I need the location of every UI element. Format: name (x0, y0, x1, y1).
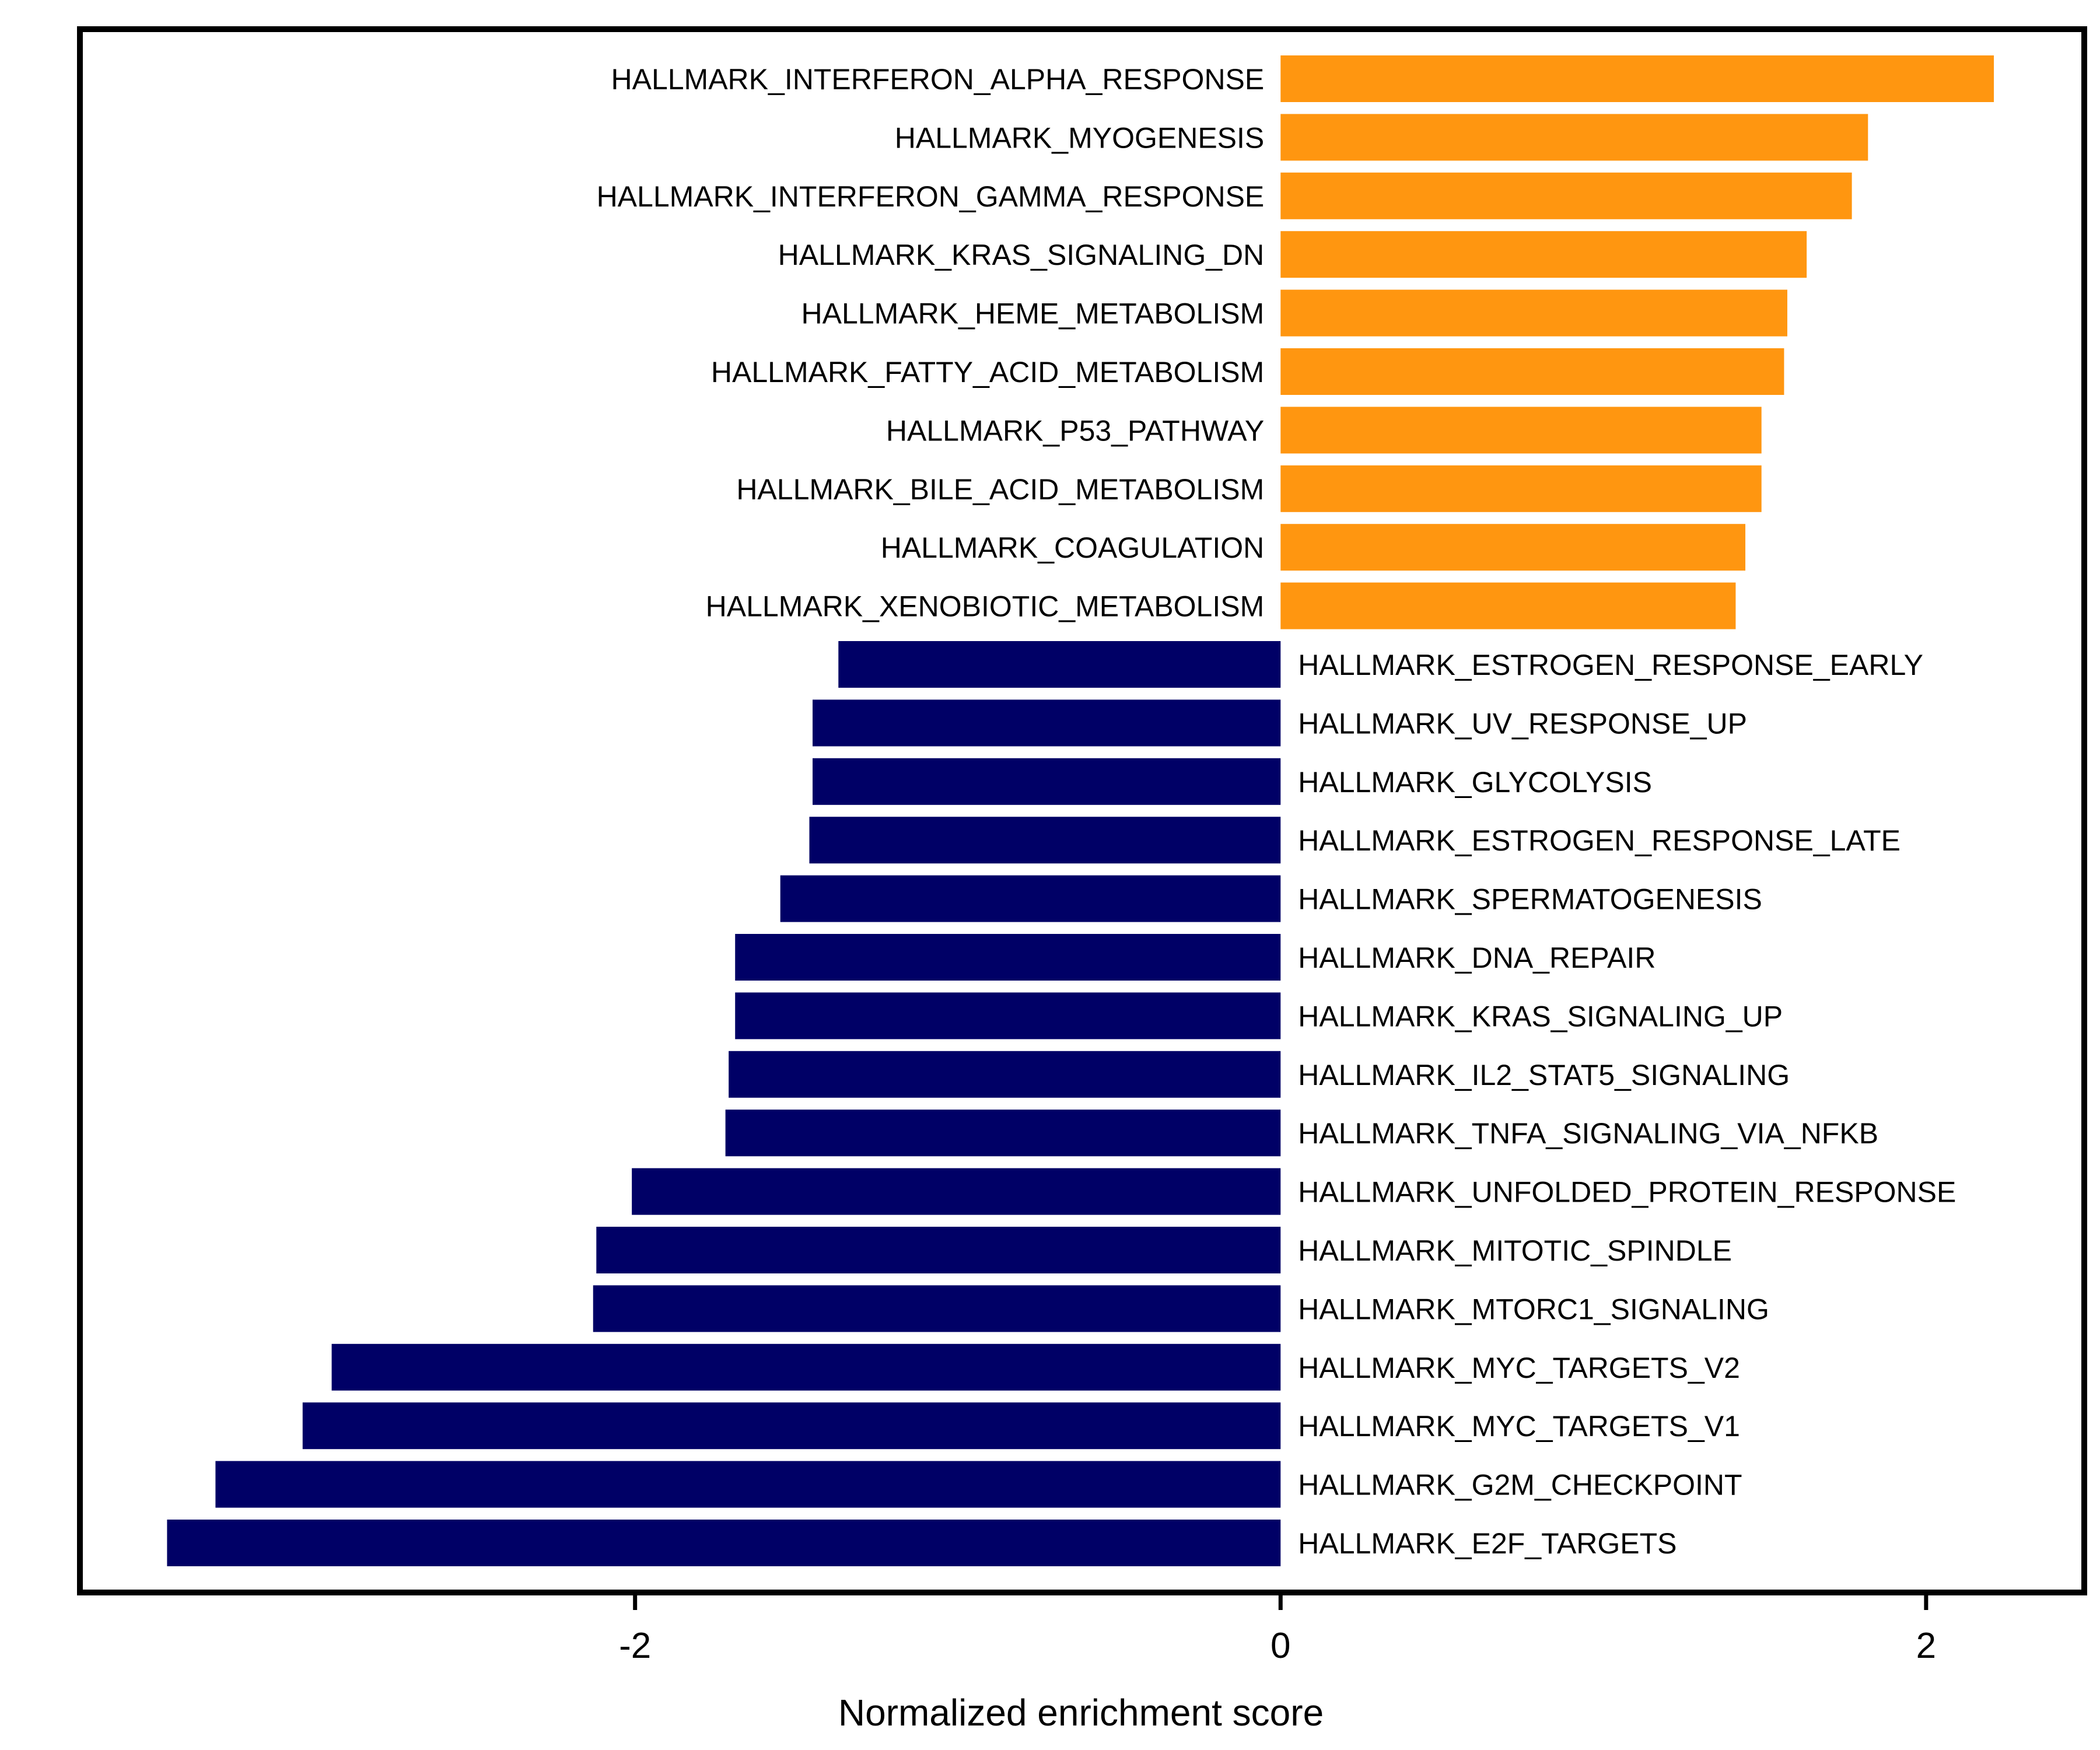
plot-frame (77, 26, 2087, 1595)
category-label: HALLMARK_UNFOLDED_PROTEIN_RESPONSE (1298, 1176, 1956, 1209)
bars-group (167, 55, 1994, 1566)
x-tick-label: 2 (1916, 1626, 1936, 1666)
category-label: HALLMARK_FATTY_ACID_METABOLISM (711, 356, 1264, 388)
category-label: HALLMARK_SPERMATOGENESIS (1298, 883, 1762, 916)
bar-hallmark-uv-response-up (812, 699, 1281, 747)
bar-hallmark-p53-pathway (1280, 407, 1762, 454)
bar-hallmark-interferon-alpha-response (1280, 55, 1994, 102)
bar-hallmark-fatty-acid-metabolism (1280, 348, 1784, 395)
category-label: HALLMARK_ESTROGEN_RESPONSE_LATE (1298, 824, 1901, 857)
bar-hallmark-xenobiotic-metabolism (1280, 582, 1736, 629)
category-label: HALLMARK_TNFA_SIGNALING_VIA_NFKB (1298, 1117, 1878, 1150)
category-label: HALLMARK_E2F_TARGETS (1298, 1527, 1676, 1560)
bar-hallmark-kras-signaling-up (735, 992, 1281, 1040)
bar-hallmark-estrogen-response-early (838, 641, 1281, 688)
bar-hallmark-il2-stat5-signaling (729, 1051, 1281, 1098)
bar-hallmark-g2m-checkpoint (215, 1461, 1281, 1508)
bar-hallmark-interferon-gamma-response (1280, 172, 1852, 219)
bar-hallmark-estrogen-response-late (809, 817, 1281, 864)
bar-hallmark-myc-targets-v1 (302, 1402, 1281, 1450)
category-label: HALLMARK_MTORC1_SIGNALING (1298, 1293, 1769, 1325)
category-label: HALLMARK_G2M_CHECKPOINT (1298, 1469, 1742, 1502)
category-label: HALLMARK_KRAS_SIGNALING_DN (778, 239, 1265, 271)
category-label: HALLMARK_ESTROGEN_RESPONSE_EARLY (1298, 649, 1923, 681)
category-labels-group: HALLMARK_INTERFERON_ALPHA_RESPONSE HALLMA… (597, 63, 1957, 1560)
bar-hallmark-dna-repair (735, 934, 1281, 981)
category-label: HALLMARK_COAGULATION (881, 531, 1265, 564)
bar-hallmark-kras-signaling-dn (1280, 231, 1807, 278)
bar-hallmark-unfolded-protein-response (632, 1168, 1281, 1215)
bar-hallmark-glycolysis (812, 758, 1281, 805)
x-axis-title: Normalized enrichment score (838, 1692, 1324, 1734)
category-label: HALLMARK_INTERFERON_ALPHA_RESPONSE (611, 63, 1264, 96)
category-label: HALLMARK_GLYCOLYSIS (1298, 766, 1652, 799)
category-label: HALLMARK_XENOBIOTIC_METABOLISM (706, 590, 1265, 623)
bar-hallmark-mtorc1-signaling (593, 1285, 1281, 1332)
category-label: HALLMARK_BILE_ACID_METABOLISM (736, 473, 1264, 506)
category-label: HALLMARK_HEME_METABOLISM (802, 298, 1265, 330)
category-label: HALLMARK_KRAS_SIGNALING_UP (1298, 1000, 1783, 1032)
x-axis-ticks: -2 0 2 (619, 1592, 1936, 1666)
bar-hallmark-myogenesis (1280, 114, 1868, 161)
category-label: HALLMARK_MITOTIC_SPINDLE (1298, 1234, 1732, 1267)
bar-hallmark-myc-targets-v2 (331, 1343, 1281, 1391)
category-label: HALLMARK_MYOGENESIS (895, 121, 1265, 154)
category-label: HALLMARK_MYC_TARGETS_V2 (1298, 1352, 1740, 1384)
bar-hallmark-bile-acid-metabolism (1280, 465, 1762, 512)
category-label: HALLMARK_INTERFERON_GAMMA_RESPONSE (597, 180, 1265, 213)
bar-hallmark-e2f-targets (167, 1520, 1281, 1566)
x-tick-label: -2 (619, 1626, 651, 1666)
category-label: HALLMARK_P53_PATHWAY (886, 414, 1264, 447)
category-label: HALLMARK_DNA_REPAIR (1298, 942, 1656, 974)
x-tick-label: 0 (1270, 1626, 1290, 1666)
bar-hallmark-mitotic-spindle (596, 1227, 1281, 1273)
category-label: HALLMARK_MYC_TARGETS_V1 (1298, 1410, 1740, 1443)
bar-hallmark-tnfa-signaling-via-nfkb (725, 1110, 1281, 1157)
bar-hallmark-heme-metabolism (1280, 289, 1787, 337)
category-label: HALLMARK_IL2_STAT5_SIGNALING (1298, 1059, 1790, 1091)
bar-hallmark-coagulation (1280, 524, 1746, 571)
bar-hallmark-spermatogenesis (780, 875, 1281, 922)
category-label: HALLMARK_UV_RESPONSE_UP (1298, 707, 1747, 740)
